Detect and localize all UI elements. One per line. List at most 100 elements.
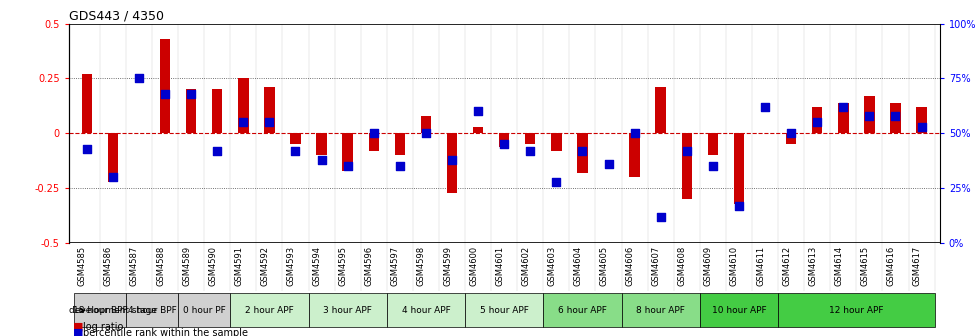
Text: GSM4617: GSM4617 — [911, 246, 920, 286]
Text: GSM4610: GSM4610 — [730, 246, 738, 286]
Bar — [342, 133, 352, 171]
Text: GSM4606: GSM4606 — [625, 246, 634, 286]
Point — [704, 164, 720, 169]
Point — [261, 120, 277, 125]
Bar — [915, 107, 926, 133]
Point — [391, 164, 407, 169]
Point — [861, 113, 876, 119]
Bar — [73, 293, 126, 327]
Point — [652, 214, 668, 220]
Point — [183, 91, 199, 96]
Bar — [472, 127, 483, 133]
Point — [105, 175, 120, 180]
Text: GSM4589: GSM4589 — [182, 246, 191, 286]
Text: 6 hour APF: 6 hour APF — [557, 306, 606, 315]
Bar — [178, 293, 230, 327]
Text: log ratio: log ratio — [83, 322, 123, 332]
Text: ■: ■ — [73, 322, 84, 332]
Bar — [212, 89, 222, 133]
Bar — [889, 103, 900, 133]
Point — [782, 131, 798, 136]
Text: 0 hour PF: 0 hour PF — [183, 306, 225, 315]
Text: 3 hour APF: 3 hour APF — [323, 306, 372, 315]
Text: GSM4615: GSM4615 — [860, 246, 868, 286]
Bar — [864, 96, 873, 133]
Point — [679, 149, 694, 154]
Bar — [264, 87, 275, 133]
Point — [600, 162, 616, 167]
Bar — [577, 133, 587, 173]
Point — [756, 104, 772, 110]
Bar — [421, 116, 430, 133]
Text: GSM4594: GSM4594 — [312, 246, 321, 286]
Point — [469, 109, 485, 114]
Bar — [446, 133, 457, 193]
Point — [626, 131, 642, 136]
Text: GSM4616: GSM4616 — [886, 246, 895, 286]
Point — [912, 124, 928, 130]
Text: GSM4598: GSM4598 — [417, 246, 425, 286]
Text: GSM4603: GSM4603 — [547, 246, 556, 286]
Text: 5 hour APF: 5 hour APF — [479, 306, 528, 315]
Point — [236, 120, 251, 125]
Bar — [108, 133, 118, 182]
Point — [809, 120, 824, 125]
Bar — [837, 103, 848, 133]
Bar — [499, 133, 509, 146]
Text: GSM4602: GSM4602 — [520, 246, 530, 286]
Text: GSM4600: GSM4600 — [468, 246, 477, 286]
Bar — [543, 293, 621, 327]
Bar — [308, 293, 386, 327]
Text: ■: ■ — [73, 328, 84, 336]
Text: GSM4593: GSM4593 — [287, 246, 295, 286]
Bar — [733, 133, 743, 204]
Bar — [524, 133, 535, 144]
Bar — [785, 133, 795, 144]
Point — [522, 149, 538, 154]
Point — [731, 203, 746, 209]
Point — [574, 149, 590, 154]
Bar — [778, 293, 934, 327]
Point — [131, 76, 147, 81]
Bar — [186, 89, 197, 133]
Point — [887, 113, 903, 119]
Bar — [126, 293, 178, 327]
Bar — [316, 133, 327, 156]
Point — [548, 179, 563, 184]
Point — [339, 164, 355, 169]
Bar — [238, 79, 248, 133]
Point — [288, 149, 303, 154]
Text: GSM4609: GSM4609 — [703, 246, 712, 286]
Text: GSM4585: GSM4585 — [77, 246, 87, 286]
Text: 10 hour APF: 10 hour APF — [711, 306, 766, 315]
Text: GSM4611: GSM4611 — [755, 246, 764, 286]
Text: GSM4612: GSM4612 — [781, 246, 790, 286]
Bar — [81, 74, 92, 133]
Text: GSM4587: GSM4587 — [130, 246, 139, 286]
Text: 8 hour APF: 8 hour APF — [636, 306, 685, 315]
Bar — [699, 293, 778, 327]
Point — [444, 157, 460, 163]
Point — [496, 142, 511, 147]
Point — [209, 149, 225, 154]
Text: GSM4604: GSM4604 — [573, 246, 582, 286]
Bar — [386, 293, 465, 327]
Text: 2 hour APF: 2 hour APF — [244, 306, 293, 315]
Text: 4 hour APF: 4 hour APF — [401, 306, 450, 315]
Point — [79, 146, 95, 152]
Text: GSM4607: GSM4607 — [651, 246, 660, 286]
Bar — [230, 293, 308, 327]
Bar — [681, 133, 691, 200]
Bar — [551, 133, 561, 151]
Bar — [707, 133, 718, 156]
Bar — [811, 107, 822, 133]
Text: GSM4601: GSM4601 — [495, 246, 504, 286]
Text: GSM4588: GSM4588 — [156, 246, 165, 286]
Text: 18 hour BPF: 18 hour BPF — [72, 306, 127, 315]
Bar — [629, 133, 640, 177]
Bar — [394, 133, 405, 156]
Point — [418, 131, 433, 136]
Text: 4 hour BPF: 4 hour BPF — [127, 306, 176, 315]
Text: percentile rank within the sample: percentile rank within the sample — [83, 328, 248, 336]
Text: GSM4605: GSM4605 — [599, 246, 608, 286]
